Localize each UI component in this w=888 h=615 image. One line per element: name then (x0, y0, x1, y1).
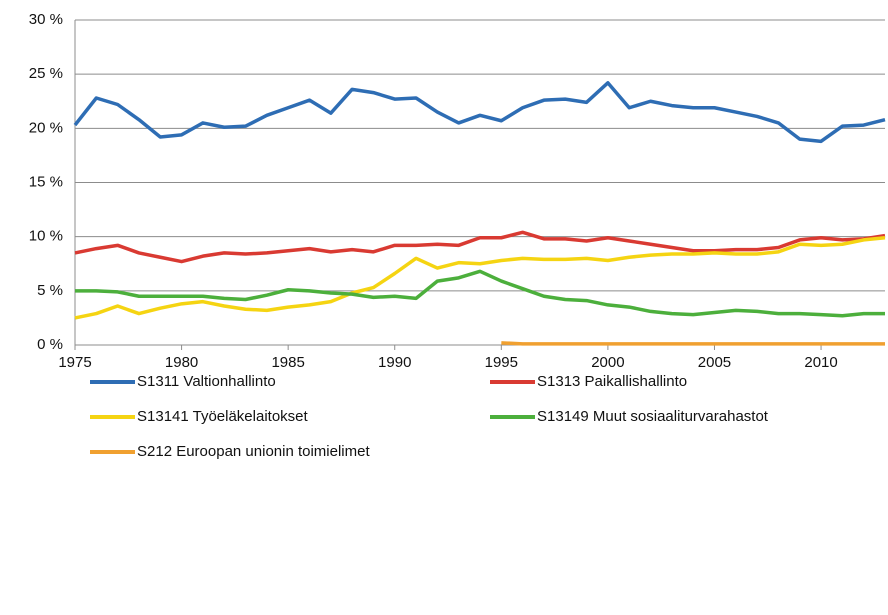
series-line (74, 230, 886, 264)
legend-label: S1311 Valtionhallinto (137, 373, 276, 390)
legend-label: S1313 Paikallishallinto (537, 373, 687, 390)
x-tick-label: 1975 (58, 354, 91, 371)
y-tick-label: 25 % (29, 65, 63, 82)
x-tick-label: 2010 (804, 354, 837, 371)
series-line (75, 269, 885, 318)
y-tick-label: 20 % (29, 119, 63, 136)
legend-label: S13149 Muut sosiaaliturvarahastot (537, 408, 769, 425)
x-tick-label: 1980 (165, 354, 198, 371)
legend-label: S13141 Työeläkelaitokset (137, 408, 309, 425)
x-tick-label: 2000 (591, 354, 624, 371)
y-tick-label: 5 % (37, 282, 63, 299)
x-tick-label: 1995 (485, 354, 518, 371)
series-line (74, 236, 886, 320)
y-tick-label: 10 % (29, 228, 63, 245)
legend-label: S212 Euroopan unionin toimielimet (137, 443, 370, 460)
x-tick-label: 1990 (378, 354, 411, 371)
series-line (73, 81, 886, 144)
y-tick-label: 0 % (37, 336, 63, 353)
series-line (501, 341, 885, 346)
x-tick-label: 2005 (698, 354, 731, 371)
x-tick-label: 1985 (271, 354, 304, 371)
y-tick-label: 15 % (29, 173, 63, 190)
y-tick-label: 30 % (29, 11, 63, 28)
